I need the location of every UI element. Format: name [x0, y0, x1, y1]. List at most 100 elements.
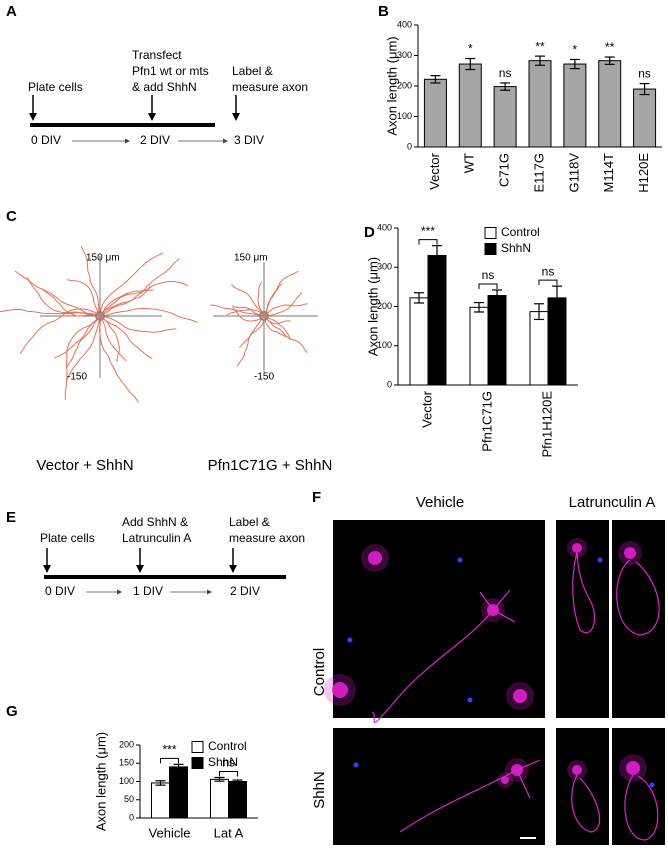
- bar: [169, 766, 188, 819]
- significance: ***: [162, 743, 176, 757]
- legend-swatch: [191, 757, 204, 769]
- x-tick-label: C71G: [497, 153, 512, 187]
- bar: [427, 254, 447, 386]
- arrow-head: [43, 565, 51, 573]
- y-tick-label: 200: [119, 739, 134, 749]
- x-tick-label: Vehicle: [149, 825, 191, 840]
- bar: [563, 63, 587, 148]
- arrow-head: [148, 113, 156, 121]
- cell-halo: [361, 544, 389, 572]
- x-tick-label: Vector: [427, 152, 442, 190]
- significance: **: [605, 40, 615, 54]
- axon-tracing: [236, 315, 265, 367]
- y-tick-label: 100: [119, 776, 134, 786]
- cell-halo: [567, 538, 587, 558]
- y-tick-label: 400: [397, 19, 412, 29]
- micrograph: [612, 728, 665, 845]
- day-label: 0 DIV: [31, 133, 61, 147]
- x-tick-label: Pfn1H120E: [539, 391, 554, 458]
- y-axis-label: Axon length (μm): [365, 257, 380, 356]
- axon-tracing: [99, 315, 127, 362]
- panel-label: B: [378, 3, 389, 20]
- axon-tracing: [263, 315, 287, 338]
- sig-bracket: [219, 770, 238, 777]
- neurite: [371, 609, 494, 723]
- sig-bracket: [538, 279, 558, 286]
- y-tick-label: 50: [124, 794, 134, 804]
- significance: ns: [499, 66, 512, 80]
- y-tick-label: 0: [387, 379, 392, 389]
- step-label: measure axon: [232, 80, 308, 94]
- axon-tracing: [99, 285, 151, 317]
- axon-tracing: [257, 282, 265, 317]
- y-tick-label: 100: [397, 111, 412, 121]
- significance: ns: [482, 268, 495, 282]
- arrow-head: [207, 589, 212, 595]
- day-label: 3 DIV: [234, 133, 264, 147]
- scale-label: 150 μm: [86, 253, 120, 264]
- bar: [228, 781, 247, 819]
- cell-body: [572, 543, 582, 553]
- significance: **: [535, 39, 545, 53]
- cell-halo: [497, 772, 513, 788]
- axon-tracing: [263, 291, 303, 317]
- neurite: [616, 559, 660, 636]
- axon-tracing: [54, 315, 101, 359]
- bar: [598, 60, 622, 148]
- y-axis-label: Axon length (μm): [384, 36, 399, 135]
- cell-halo: [619, 754, 647, 782]
- x-tick-label: H120E: [636, 153, 651, 193]
- axon-tracing: [263, 315, 291, 340]
- legend-label: Control: [501, 225, 540, 239]
- significance: ns: [638, 67, 651, 81]
- bar: [528, 60, 552, 148]
- nucleus: [597, 557, 603, 563]
- panel-label: A: [6, 3, 17, 20]
- step-label: Latrunculin A: [122, 531, 191, 545]
- step-label: Add ShhN &: [122, 515, 188, 529]
- arrow-head: [29, 113, 37, 121]
- x-tick-label: M114T: [601, 153, 616, 193]
- tracing-caption: Pfn1C71G + ShhN: [208, 457, 333, 474]
- x-tick-label: E117G: [531, 153, 546, 193]
- bar: [493, 86, 517, 148]
- axon-tracing: [66, 315, 101, 368]
- step-label: Label &: [229, 515, 270, 529]
- axon-tracing: [263, 315, 308, 354]
- panel-label: C: [6, 208, 17, 225]
- step-label: measure axon: [229, 531, 305, 545]
- row-header: Control: [311, 648, 328, 696]
- y-tick-label: 400: [377, 222, 392, 232]
- cell-halo: [618, 541, 642, 565]
- axon-tracing: [263, 315, 291, 325]
- significance: *: [468, 42, 473, 56]
- significance: ns: [222, 756, 235, 770]
- step-label: Pfn1 wt or mts: [132, 64, 209, 78]
- cell-halo: [567, 760, 587, 780]
- nucleus: [457, 557, 463, 563]
- bar: [210, 778, 229, 819]
- micrograph: [556, 728, 609, 845]
- scale-label: -150: [254, 372, 274, 383]
- neurite: [624, 774, 659, 841]
- x-tick-label: G118V: [566, 153, 581, 193]
- axon-tracing: [67, 279, 101, 317]
- column-header: Latrunculin A: [569, 494, 656, 511]
- axon-tracing: [65, 315, 101, 382]
- bar: [458, 63, 482, 148]
- cell-body: [332, 682, 348, 698]
- legend-swatch: [484, 243, 497, 255]
- axon-tracing: [99, 258, 180, 317]
- step-label: Label &: [232, 64, 273, 78]
- axon-tracing: [99, 280, 188, 317]
- neurite: [399, 769, 518, 833]
- y-tick-label: 150: [119, 758, 134, 768]
- arrow-head: [125, 138, 130, 144]
- axon-tracing: [239, 315, 265, 348]
- y-tick-label: 100: [377, 340, 392, 350]
- arrow-head: [223, 138, 228, 144]
- panel-label: D: [364, 224, 375, 241]
- column-header: Vehicle: [416, 494, 464, 511]
- y-tick-label: 0: [407, 141, 412, 151]
